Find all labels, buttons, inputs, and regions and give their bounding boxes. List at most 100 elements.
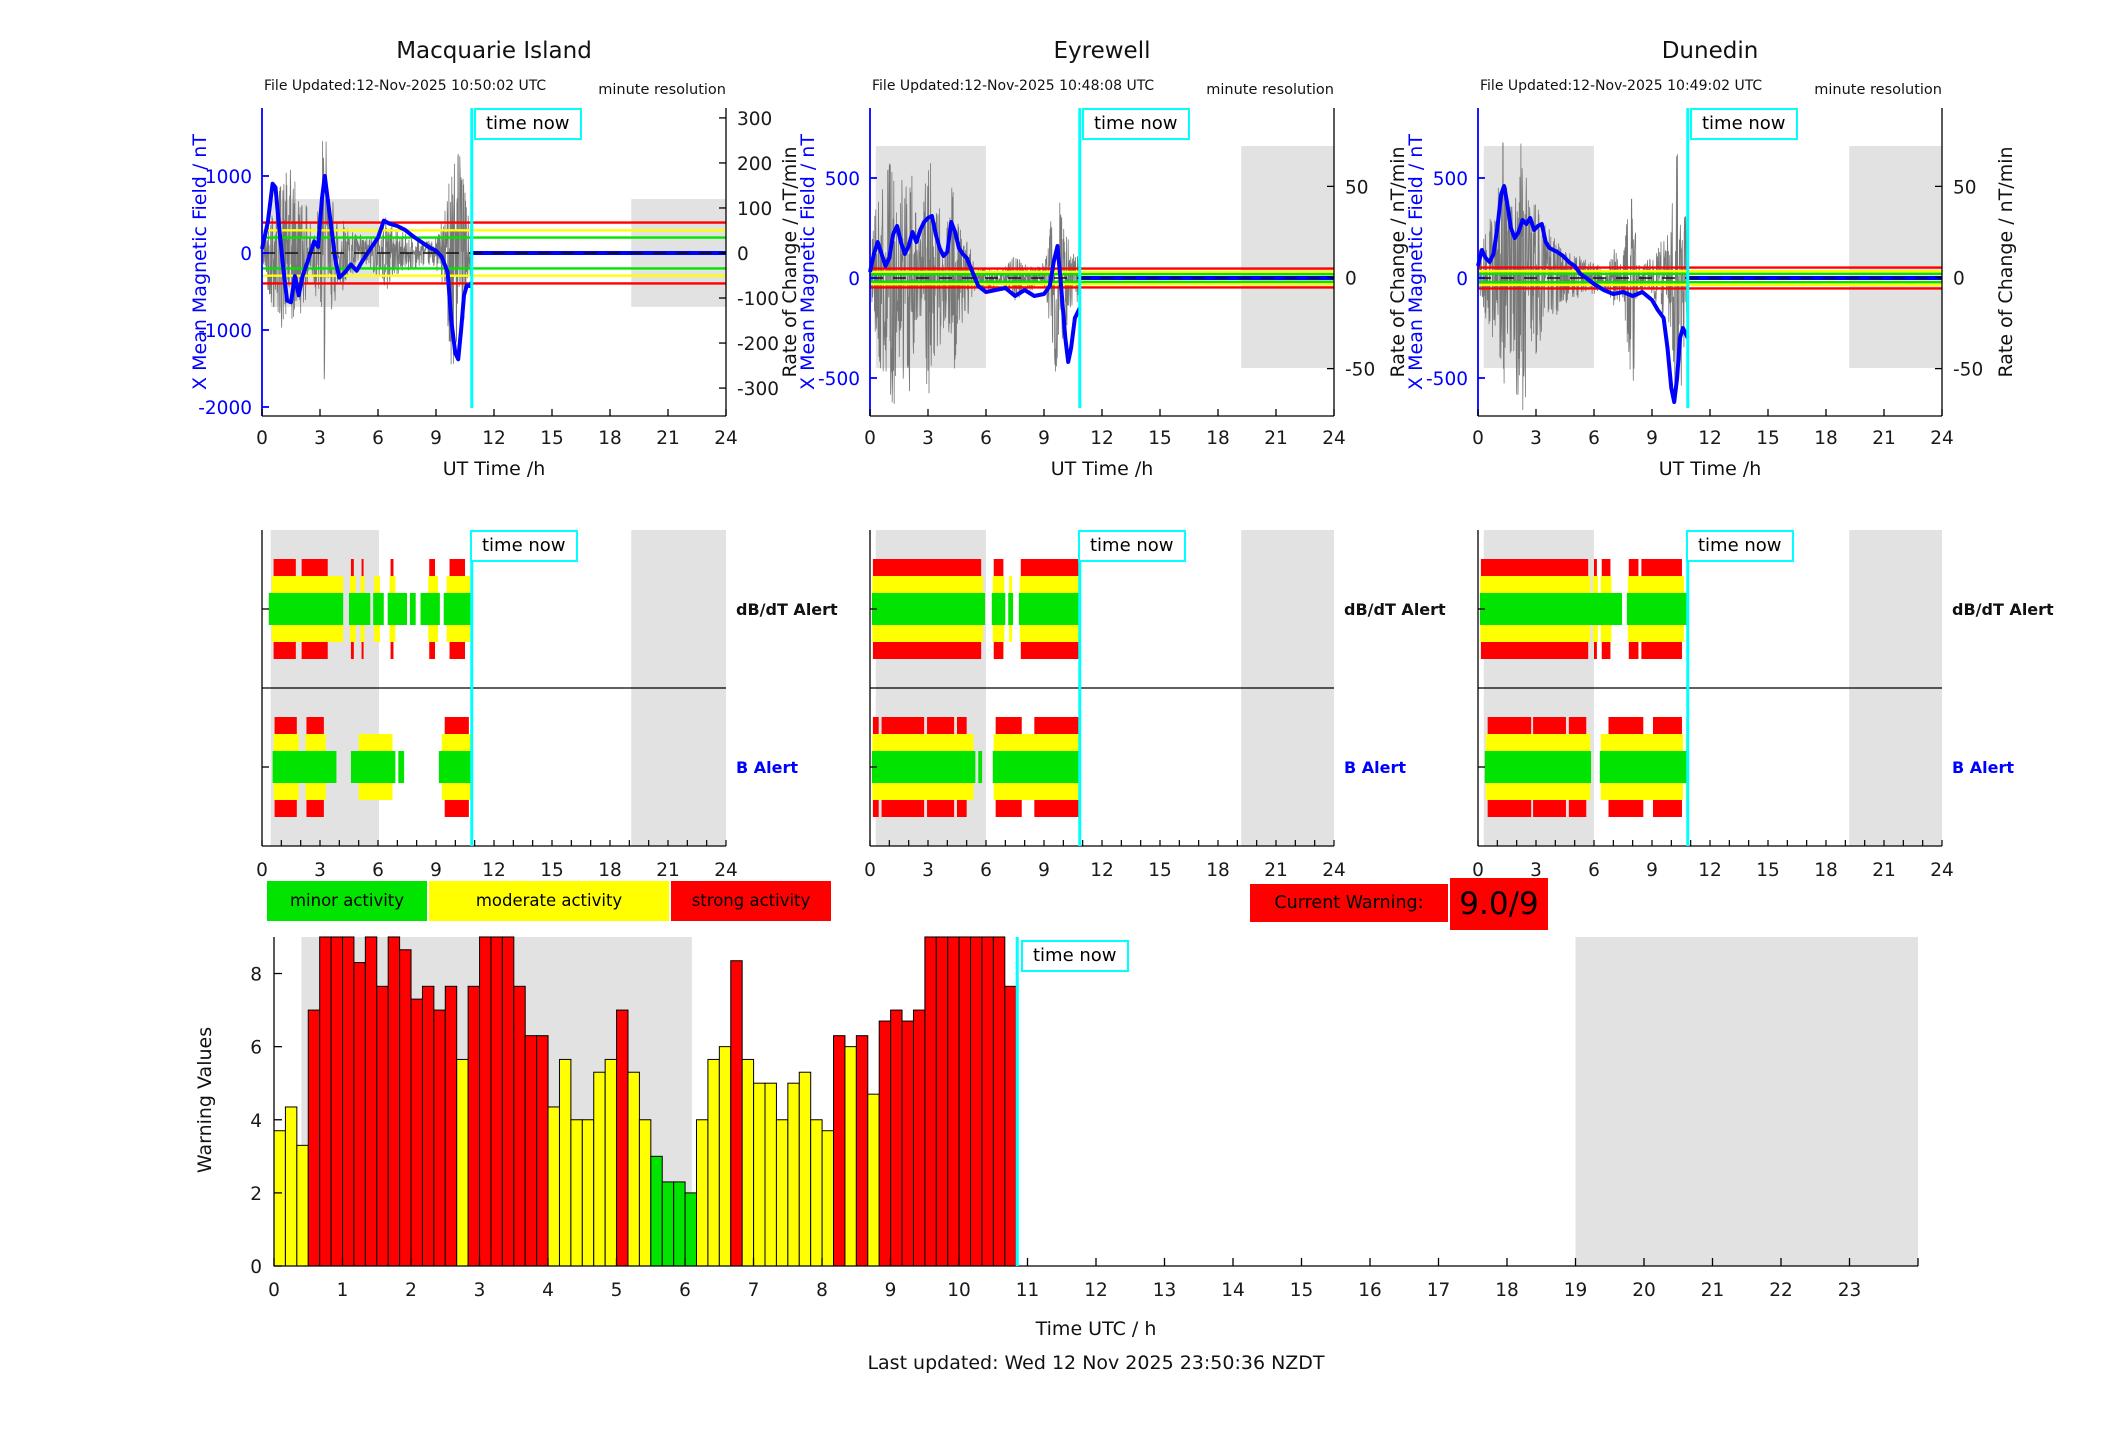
tick-label: -2000 (198, 398, 252, 419)
warning-bar (992, 936, 1006, 1267)
alert-band-red (301, 559, 328, 576)
tick-label: -200 (737, 334, 779, 355)
tick-label: 9 (430, 428, 442, 449)
mean-field-trace (260, 174, 474, 362)
tick-label: 19 (1564, 1280, 1588, 1301)
tick-label: 3 (1530, 860, 1542, 881)
alert-band-red (957, 717, 967, 734)
warning-bar (775, 1119, 789, 1267)
alert-band-red (1034, 800, 1080, 817)
alert-band-green (349, 593, 371, 625)
tick-label: 200 (737, 154, 772, 175)
station-title: Macquarie Island (396, 38, 592, 64)
tick-label: -100 (737, 289, 779, 310)
legend-strong-activity: strong activity (671, 881, 831, 921)
tick-label: 10 (947, 1280, 971, 1301)
current-warning-label: Current Warning: (1250, 884, 1448, 922)
tick-label: -50 (1953, 360, 1983, 381)
file-updated-note: File Updated:12-Nov-2025 10:49:02 UTC (1480, 78, 1763, 94)
legend-minor-activity: minor activity (267, 881, 427, 921)
alert-band-red (444, 800, 469, 817)
alert-band-red (1594, 642, 1597, 659)
alert-band-red (927, 800, 955, 817)
tick-label: 24 (1322, 860, 1346, 881)
dbdt-alert-label: dB/dT Alert (1344, 600, 1446, 619)
alert-band-red (872, 717, 879, 734)
tick-label: 18 (1814, 428, 1838, 449)
tick-label: 2 (250, 1184, 262, 1205)
x-axis-label: UT Time /h (442, 458, 546, 480)
alert-band-red (881, 717, 925, 734)
tick-label: 3 (314, 428, 326, 449)
tick-label: 8 (816, 1280, 828, 1301)
alert-band-red (1628, 642, 1639, 659)
alert-band-yellow (1009, 625, 1013, 642)
tick-label: 0 (864, 428, 876, 449)
alert-band-red (1533, 717, 1566, 734)
b-alert-label: B Alert (1952, 758, 2015, 777)
tick-label: 6 (372, 428, 384, 449)
tick-label: -300 (737, 379, 779, 400)
tick-label: 12 (1090, 860, 1114, 881)
warning-bar (387, 936, 401, 1267)
warning-values-axis-label: Warning Values (194, 1026, 216, 1174)
tick-label: 21 (1264, 428, 1288, 449)
time-now-flag: time now (1690, 108, 1798, 140)
warning-bar (410, 998, 423, 1267)
mean-field-trace (1476, 184, 1690, 404)
rate-of-change-noise-trace (261, 141, 472, 380)
alert-band-red (957, 800, 967, 817)
alert-band-yellow (271, 576, 344, 593)
alert-band-red (1608, 717, 1644, 734)
warning-bar (444, 985, 458, 1267)
tick-label: 0 (256, 428, 268, 449)
alert-band-yellow (273, 783, 299, 800)
tick-label: 21 (1872, 428, 1896, 449)
tick-label: 0 (1472, 860, 1484, 881)
tick-label: 21 (1264, 860, 1288, 881)
tick-label: 0 (1456, 269, 1468, 290)
last-updated-text: Last updated: Wed 12 Nov 2025 23:50:36 N… (867, 1352, 1325, 1374)
tick-label: 3 (922, 860, 934, 881)
tick-label: 18 (598, 860, 622, 881)
alert-band-yellow (993, 783, 1080, 800)
tick-label: 20 (1632, 1280, 1656, 1301)
tick-label: -500 (818, 369, 860, 390)
warning-bar (935, 936, 949, 1267)
tick-label: 12 (1084, 1280, 1108, 1301)
alert-band-yellow (428, 576, 438, 593)
alert-band-red (993, 642, 1004, 659)
tick-label: 0 (1953, 268, 1965, 289)
alert-band-red (1641, 642, 1682, 659)
file-updated-note: File Updated:12-Nov-2025 10:48:08 UTC (872, 78, 1155, 94)
tick-label: 6 (679, 1280, 691, 1301)
warning-bar (433, 1009, 446, 1267)
alert-band-red (995, 800, 1022, 817)
alert-band-yellow (1009, 576, 1013, 593)
dbdt-alert-label: dB/dT Alert (1952, 600, 2054, 619)
alert-band-red (350, 559, 354, 576)
warning-bar (718, 1046, 732, 1267)
alert-band-yellow (872, 576, 984, 593)
warning-bar (342, 936, 355, 1267)
alert-band-green (1008, 593, 1014, 625)
tick-label: 15 (540, 428, 564, 449)
tick-label: 6 (1588, 860, 1600, 881)
alert-band-red (1480, 559, 1589, 576)
tick-label: 100 (737, 199, 772, 220)
alert-band-red (449, 642, 465, 659)
tick-label: 8 (250, 965, 262, 986)
alert-band-red (1601, 642, 1611, 659)
alert-band-yellow (1600, 734, 1683, 751)
warning-bar (638, 1119, 652, 1267)
alert-band-red (350, 642, 354, 659)
warning-bar (673, 1181, 686, 1267)
tick-label: 50 (1953, 177, 1977, 198)
warning-bar (376, 985, 389, 1267)
time-now-flag: time now (1021, 940, 1129, 972)
tick-label: 0 (737, 244, 749, 265)
tick-label: 22 (1769, 1280, 1793, 1301)
tick-label: 9 (430, 860, 442, 881)
legend-moderate-activity: moderate activity (429, 881, 669, 921)
x-axis-label: UT Time /h (1050, 458, 1154, 480)
